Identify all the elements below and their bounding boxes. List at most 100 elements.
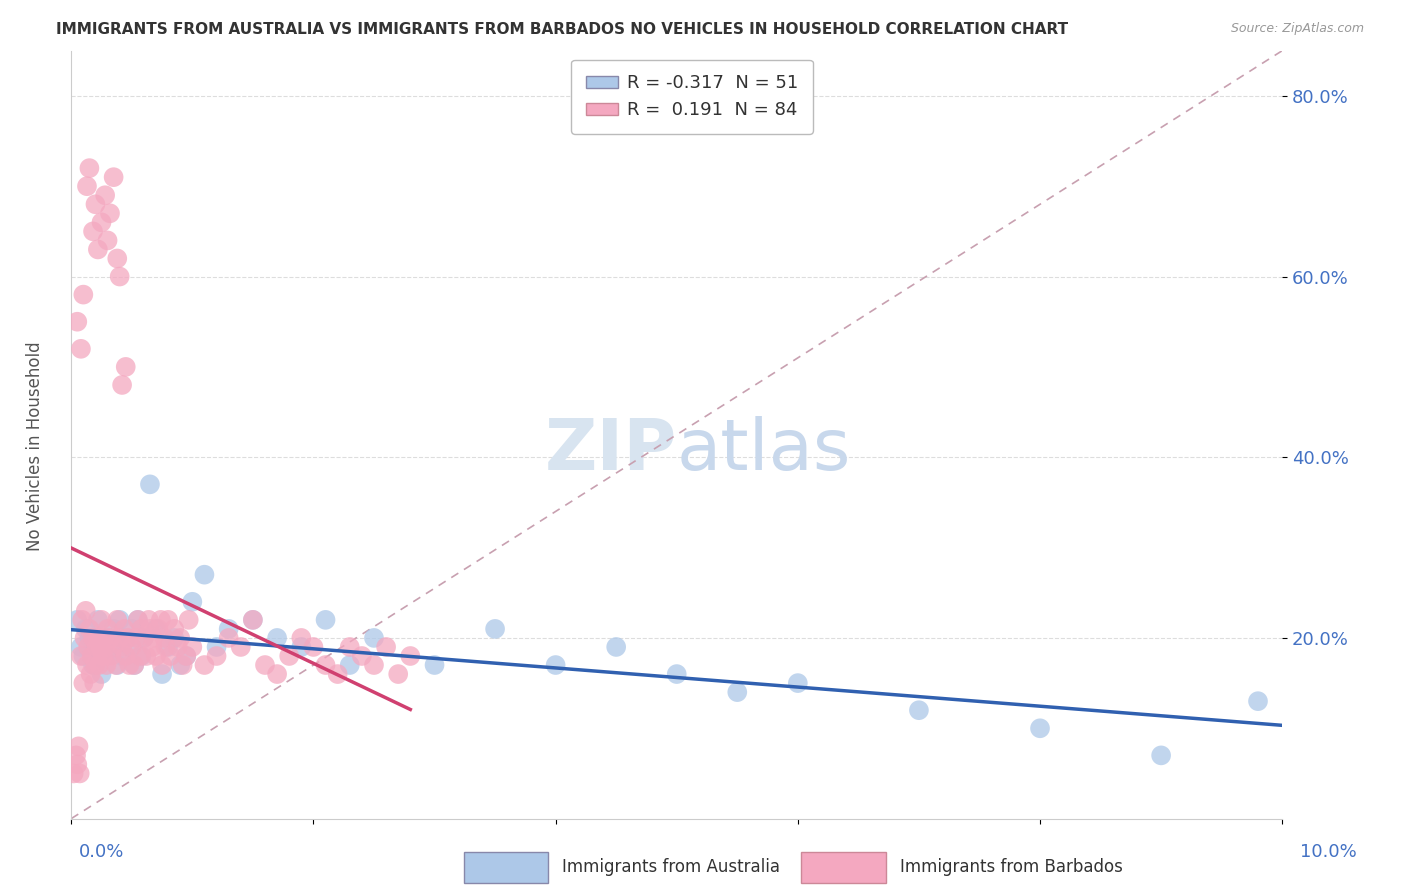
- Point: [100, 648, 122, 663]
- Point: [1247, 694, 1270, 708]
- Point: [908, 703, 931, 717]
- Point: [302, 640, 325, 654]
- Point: [145, 648, 167, 663]
- Point: [205, 640, 228, 654]
- Point: [315, 658, 337, 673]
- Point: [111, 648, 134, 663]
- Point: [114, 631, 136, 645]
- Point: [79, 161, 101, 175]
- Text: 10.0%: 10.0%: [1301, 843, 1357, 861]
- Point: [132, 631, 155, 645]
- Point: [97, 234, 120, 248]
- Point: [76, 658, 98, 673]
- Point: [163, 631, 186, 645]
- Point: [94, 640, 117, 654]
- Point: [79, 622, 101, 636]
- Point: [98, 631, 121, 645]
- Point: [266, 631, 288, 645]
- Point: [139, 477, 162, 491]
- Point: [163, 622, 186, 636]
- Point: [87, 658, 110, 673]
- Point: [423, 658, 446, 673]
- Text: Immigrants from Barbados: Immigrants from Barbados: [900, 858, 1123, 876]
- Point: [159, 648, 181, 663]
- Point: [93, 631, 115, 645]
- Point: [80, 648, 103, 663]
- Point: [84, 197, 107, 211]
- Point: [363, 631, 385, 645]
- Point: [172, 658, 194, 673]
- Point: [138, 613, 160, 627]
- Point: [66, 757, 89, 772]
- Point: [125, 631, 148, 645]
- Point: [169, 658, 191, 673]
- Point: [665, 667, 688, 681]
- Point: [142, 631, 165, 645]
- Point: [127, 613, 149, 627]
- Point: [131, 622, 153, 636]
- Point: [153, 631, 176, 645]
- Point: [122, 658, 145, 673]
- Point: [218, 622, 240, 636]
- Point: [326, 667, 349, 681]
- Point: [1150, 748, 1173, 763]
- Text: ZIP: ZIP: [544, 416, 676, 484]
- Point: [111, 640, 134, 654]
- Point: [67, 739, 90, 754]
- Point: [103, 640, 125, 654]
- Point: [118, 658, 141, 673]
- Point: [266, 667, 288, 681]
- Point: [105, 658, 128, 673]
- Point: [72, 676, 94, 690]
- Point: [174, 648, 197, 663]
- Point: [69, 766, 91, 780]
- Point: [145, 622, 167, 636]
- Point: [98, 206, 121, 220]
- Point: [97, 622, 120, 636]
- Point: [141, 640, 163, 654]
- Point: [118, 640, 141, 654]
- Point: [87, 613, 110, 627]
- Point: [155, 640, 177, 654]
- Point: [114, 622, 136, 636]
- Point: [193, 658, 215, 673]
- Point: [127, 613, 149, 627]
- Point: [278, 648, 301, 663]
- Point: [157, 640, 180, 654]
- Point: [122, 658, 145, 673]
- Point: [725, 685, 748, 699]
- Point: [139, 622, 162, 636]
- Point: [66, 315, 89, 329]
- Point: [94, 188, 117, 202]
- Point: [253, 658, 276, 673]
- Point: [131, 648, 153, 663]
- Point: [73, 631, 96, 645]
- Point: [103, 622, 125, 636]
- Point: [544, 658, 567, 673]
- Point: [150, 658, 173, 673]
- Point: [205, 648, 228, 663]
- Point: [174, 648, 197, 663]
- Point: [148, 622, 170, 636]
- Point: [108, 613, 131, 627]
- Point: [157, 613, 180, 627]
- Point: [84, 658, 107, 673]
- Point: [103, 170, 125, 185]
- Point: [290, 640, 312, 654]
- Point: [117, 631, 139, 645]
- Point: [97, 631, 120, 645]
- Point: [177, 613, 200, 627]
- Point: [166, 640, 188, 654]
- Point: [87, 631, 110, 645]
- Point: [66, 613, 89, 627]
- Point: [229, 640, 252, 654]
- Text: Immigrants from Australia: Immigrants from Australia: [562, 858, 780, 876]
- Point: [70, 648, 93, 663]
- Point: [70, 613, 93, 627]
- Point: [242, 613, 264, 627]
- Point: [605, 640, 627, 654]
- Point: [96, 658, 118, 673]
- Point: [82, 631, 104, 645]
- Point: [181, 640, 204, 654]
- Point: [75, 604, 97, 618]
